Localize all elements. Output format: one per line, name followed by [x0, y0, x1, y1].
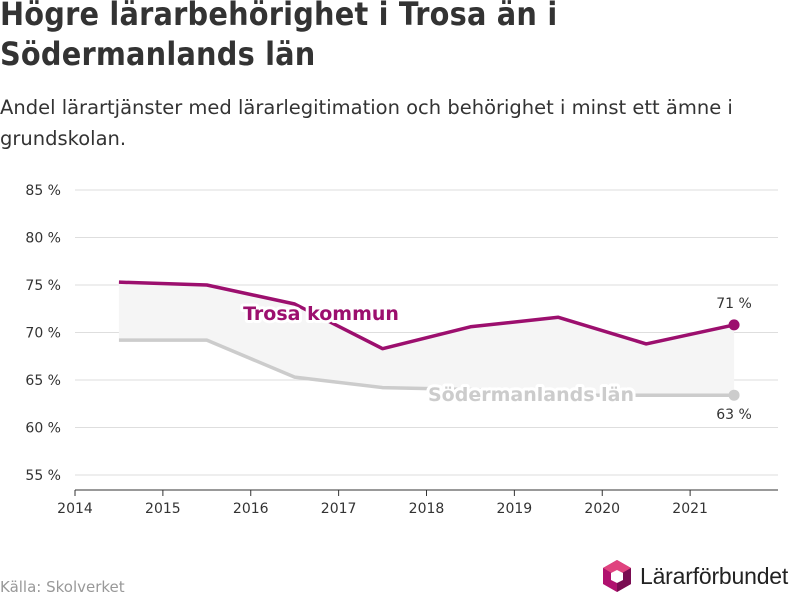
chart-title: Högre lärarbehörighet i Trosa än i Söder…: [0, 0, 558, 73]
x-tick-label: 2016: [233, 501, 269, 517]
brand-logo: Lärarförbundet: [600, 556, 788, 596]
y-tick-label: 85 %: [25, 183, 61, 199]
x-tick-label: 2020: [584, 501, 620, 517]
y-tick-label: 60 %: [25, 421, 61, 437]
x-tick-label: 2021: [672, 501, 708, 517]
x-tick-label: 2014: [57, 501, 93, 517]
x-tick-layer: 2014 2015 2016 2017 2018 2019 2020 2021: [57, 490, 708, 517]
brand-logo-text: Lärarförbundet: [640, 562, 789, 589]
y-tick-label: 70 %: [25, 326, 61, 342]
source-note: Källa: Skolverket: [0, 578, 125, 596]
x-tick-label: 2019: [497, 501, 533, 517]
x-tick-label: 2017: [321, 501, 357, 517]
y-tick-label: 80 %: [25, 231, 61, 247]
y-tick-label: 65 %: [25, 373, 61, 389]
chart-subtitle: Andel lärartjänster med lärarlegitimatio…: [0, 96, 733, 150]
hexagon-logo-icon: [603, 560, 631, 592]
series-layer: [118, 280, 740, 401]
series-name-label-lan: Södermanlands län: [428, 384, 634, 406]
label-layer: 71 % 63 % Trosa kommun Södermanlands län: [240, 296, 752, 423]
series-line-lan: [118, 338, 735, 397]
y-tick-label: 55 %: [25, 468, 61, 484]
series-line-trosa: [118, 280, 735, 351]
x-tick-label: 2018: [409, 501, 445, 517]
y-tick-layer: 55 % 60 % 65 % 70 % 75 % 80 % 85 %: [25, 183, 61, 484]
y-tick-label: 75 %: [25, 278, 61, 294]
series-name-label-trosa: Trosa kommun: [243, 303, 399, 325]
x-tick-label: 2015: [145, 501, 181, 517]
end-value-label-lan: 63 %: [716, 407, 752, 423]
end-point-lan: [728, 389, 740, 401]
end-value-label-trosa: 71 %: [716, 296, 752, 312]
end-point-trosa: [728, 319, 740, 331]
